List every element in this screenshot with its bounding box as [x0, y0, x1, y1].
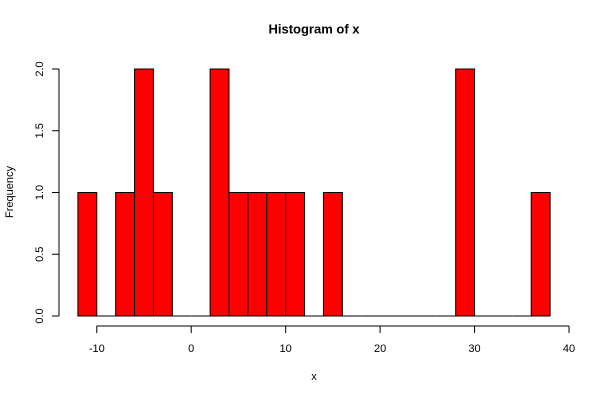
bar: [285, 192, 306, 317]
bar: [115, 192, 136, 317]
bar: [530, 192, 551, 317]
bar: [228, 192, 249, 317]
x-tick-label: 30: [468, 343, 480, 355]
x-tick-label: 20: [374, 343, 386, 355]
y-tick-label: 1.0: [34, 185, 46, 200]
bar: [134, 68, 154, 317]
bar: [455, 68, 476, 317]
bar: [247, 192, 268, 317]
bar: [266, 192, 287, 317]
bar: [209, 68, 230, 317]
y-tick-label: 0.5: [34, 247, 46, 262]
y-tick-label: 1.5: [34, 123, 46, 138]
x-tick-label: -10: [89, 343, 105, 355]
bar: [152, 192, 173, 317]
y-axis-label: Frequency: [4, 166, 16, 218]
chart-title: Histogram of x: [268, 21, 360, 36]
y-tick-label: 0.0: [34, 308, 46, 323]
x-axis-label: x: [311, 371, 317, 383]
x-tick-label: 40: [563, 343, 575, 355]
x-tick-label: 0: [188, 343, 194, 355]
bar: [322, 192, 343, 317]
x-tick-label: 10: [280, 343, 292, 355]
bar: [77, 192, 98, 317]
y-tick-label: 2.0: [34, 61, 46, 76]
